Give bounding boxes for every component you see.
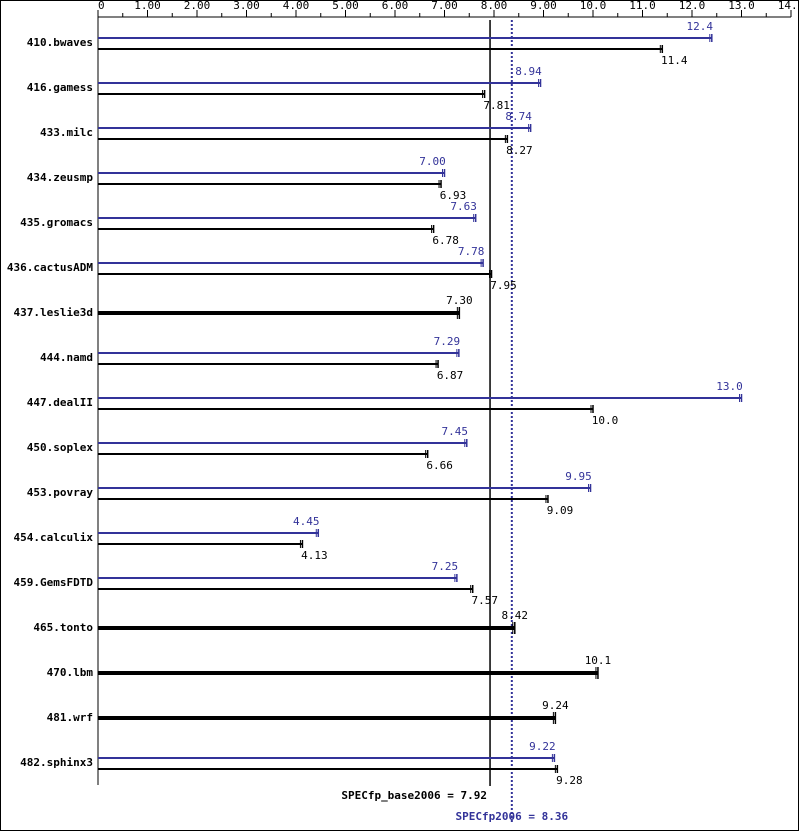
- value-label: 7.95: [490, 279, 517, 292]
- value-label: 13.0: [716, 380, 743, 393]
- value-label: 6.87: [437, 369, 464, 382]
- category-label: 433.milc: [40, 126, 93, 139]
- x-tick-label: 9.00: [530, 0, 557, 12]
- value-label: 9.28: [556, 774, 583, 787]
- value-label: 11.4: [661, 54, 688, 67]
- category-label: 454.calculix: [14, 531, 94, 544]
- value-label: 9.95: [565, 470, 592, 483]
- category-label: 410.bwaves: [27, 36, 93, 49]
- value-label: 12.4: [687, 20, 714, 33]
- value-label: 10.1: [585, 654, 612, 667]
- value-label: 7.29: [434, 335, 461, 348]
- value-label: 7.00: [419, 155, 446, 168]
- value-label: 8.42: [502, 609, 529, 622]
- category-label: 434.zeusmp: [27, 171, 94, 184]
- value-label: 8.27: [506, 144, 533, 157]
- category-label: 470.lbm: [47, 666, 94, 679]
- x-tick-label: 6.00: [382, 0, 409, 12]
- reference-label: SPECfp_base2006 = 7.92: [341, 789, 487, 802]
- value-label: 7.81: [483, 99, 510, 112]
- category-label: 437.leslie3d: [14, 306, 93, 319]
- x-tick-label: 12.0: [679, 0, 706, 12]
- x-tick-label: 14.0: [778, 0, 799, 12]
- x-tick-label: 0: [98, 0, 105, 12]
- value-label: 7.30: [446, 294, 473, 307]
- reference-label: SPECfp2006 = 8.36: [456, 810, 569, 823]
- category-label: 465.tonto: [33, 621, 93, 634]
- value-label: 4.45: [293, 515, 320, 528]
- category-label: 447.dealII: [27, 396, 93, 409]
- x-tick-label: 2.00: [184, 0, 211, 12]
- value-label: 9.22: [529, 740, 556, 753]
- category-label: 436.cactusADM: [7, 261, 93, 274]
- x-tick-label: 1.00: [134, 0, 161, 12]
- value-label: 6.93: [440, 189, 467, 202]
- x-tick-label: 10.0: [580, 0, 607, 12]
- value-label: 6.78: [432, 234, 459, 247]
- x-tick-label: 8.00: [481, 0, 508, 12]
- value-label: 7.63: [450, 200, 477, 213]
- x-tick-label: 4.00: [283, 0, 310, 12]
- value-label: 7.45: [442, 425, 469, 438]
- category-label: 435.gromacs: [20, 216, 93, 229]
- value-label: 7.78: [458, 245, 485, 258]
- category-label: 416.gamess: [27, 81, 93, 94]
- category-label: 450.soplex: [27, 441, 94, 454]
- x-tick-label: 5.00: [332, 0, 359, 12]
- value-label: 9.09: [547, 504, 574, 517]
- value-label: 7.25: [432, 560, 459, 573]
- value-label: 6.66: [426, 459, 453, 472]
- x-tick-label: 3.00: [233, 0, 260, 12]
- value-label: 7.57: [471, 594, 498, 607]
- category-label: 453.povray: [27, 486, 94, 499]
- category-label: 482.sphinx3: [20, 756, 93, 769]
- x-tick-label: 11.0: [629, 0, 656, 12]
- category-label: 481.wrf: [47, 711, 93, 724]
- value-label: 8.74: [505, 110, 532, 123]
- category-label: 444.namd: [40, 351, 93, 364]
- value-label: 4.13: [301, 549, 328, 562]
- value-label: 9.24: [542, 699, 569, 712]
- value-label: 10.0: [592, 414, 619, 427]
- x-tick-label: 7.00: [431, 0, 458, 12]
- category-label: 459.GemsFDTD: [14, 576, 94, 589]
- x-tick-label: 13.0: [728, 0, 755, 12]
- value-label: 8.94: [515, 65, 542, 78]
